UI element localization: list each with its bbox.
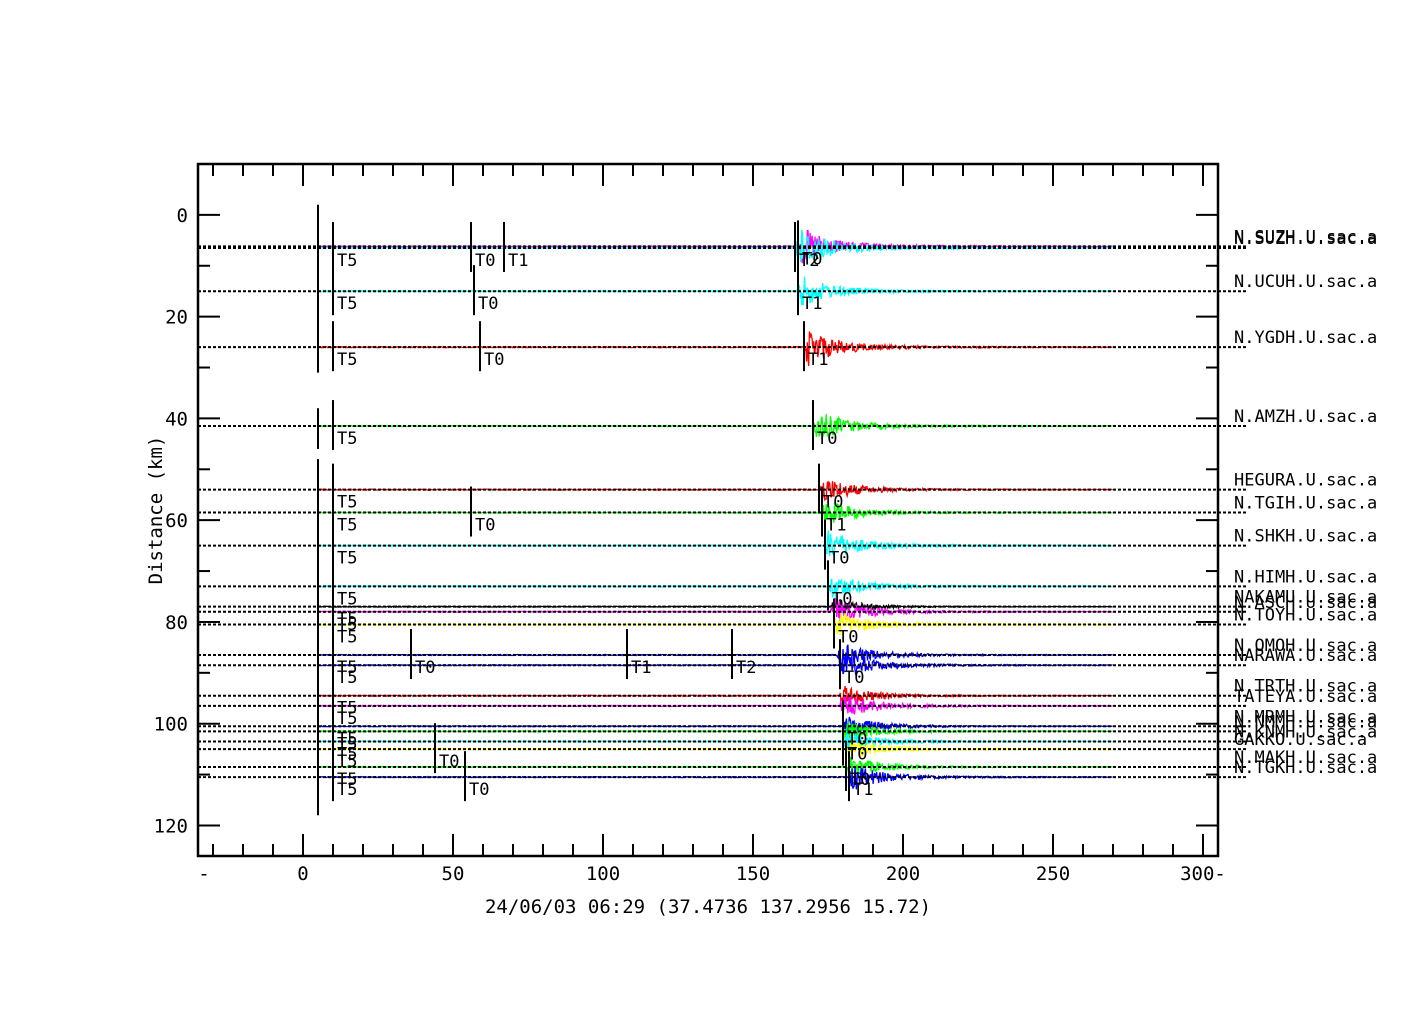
station-label: N.TOYH.U.sac.a [1234, 605, 1377, 625]
phase-marker-label: T0 [823, 493, 843, 513]
phase-marker-label: T5 [337, 610, 357, 630]
phase-marker-label: T0 [832, 589, 852, 609]
phase-marker-label: T0 [850, 770, 870, 790]
x-tick-label: 50 [442, 863, 465, 885]
phase-marker-label: T0 [829, 549, 849, 569]
x-tick-label: 0 [297, 863, 308, 885]
phase-marker-label: T5 [337, 627, 357, 647]
station-label: N.AMZH.U.sac.a [1234, 407, 1377, 427]
y-tick-label: 80 [165, 612, 188, 634]
y-tick-label: 40 [165, 408, 188, 430]
station-label: N.KNMH.U.sac.a [1234, 723, 1377, 743]
x-tick-label: - [198, 863, 209, 885]
station-label: NAKAMU.U.sac.a [1234, 588, 1377, 608]
phase-marker-label: T5 [337, 549, 357, 569]
station-label: GAKKO.U.sac.a [1234, 730, 1367, 750]
y-tick-label: 60 [165, 510, 188, 532]
y-tick-label: 120 [154, 815, 188, 837]
phase-marker-label: T5 [337, 699, 357, 719]
phase-marker-label: T1 [853, 780, 873, 800]
phase-marker-label: T5 [337, 770, 357, 790]
x-tick-label: 150 [736, 863, 770, 885]
station-label: N.MAKH.U.sac.a [1234, 748, 1377, 768]
x-axis-label: 24/06/03 06:29 (37.4736 137.2956 15.72) [485, 896, 931, 918]
x-tick-label: 100 [586, 863, 620, 885]
phase-marker-label: T1 [508, 251, 528, 271]
phase-marker-label: T2 [736, 658, 756, 678]
phase-marker-label: T5 [337, 429, 357, 449]
station-label: N.NMMH.U.sac.a [1234, 712, 1377, 732]
phase-marker-label: T0 [469, 780, 489, 800]
station-label: N.YGDH.U.sac.a [1234, 328, 1377, 348]
phase-marker-label: T0 [847, 745, 867, 765]
station-label: N.TGKH.U.sac.a [1234, 758, 1377, 778]
station-labels: N.SUZH.U.sac.aN.SUZH.U.sac.aN.UCUH.U.sac… [1234, 227, 1377, 778]
station-reference-lines [198, 245, 1248, 779]
station-label: N.ASCH.U.sac.a [1234, 593, 1377, 613]
phase-marker-label: T5 [337, 294, 357, 314]
phase-marker-label: T0 [475, 251, 495, 271]
x-tick-label: 300- [1180, 863, 1226, 885]
phase-marker-label: T0 [802, 249, 822, 269]
phase-marker-label: T0 [817, 429, 837, 449]
phase-marker-label: T5 [337, 615, 357, 635]
phase-marker-label: T2 [799, 251, 819, 271]
phase-marker-label: T1 [826, 516, 846, 536]
x-tick-label: 200 [886, 863, 920, 885]
phase-marker-label: T5 [337, 350, 357, 370]
phase-marker-label: T5 [337, 589, 357, 609]
phase-marker-label: T0 [439, 752, 459, 772]
phase-marker-label: T5 [337, 752, 357, 772]
station-label: N.SHKH.U.sac.a [1234, 527, 1377, 547]
axes-frame [196, 162, 1220, 858]
phase-marker-label: T5 [337, 668, 357, 688]
axis-ticks: 0 20 40 60 80 100 120 - 0 50 100 150 200 250 300- [154, 163, 1226, 885]
phase-marker-label: T0 [484, 350, 504, 370]
y-tick-label: 0 [177, 205, 188, 227]
phase-marker-label: T5 [337, 729, 357, 749]
phase-marker-label: T5 [337, 709, 357, 729]
station-label: N.HIMH.U.sac.a [1234, 567, 1377, 587]
station-label: N.OMOH.U.sac.a [1234, 636, 1377, 656]
phase-marker-label: T0 [844, 668, 864, 688]
phase-marker-label: T5 [337, 493, 357, 513]
phase-marker-label: T1 [631, 658, 651, 678]
station-label: HEGURA.U.sac.a [1234, 471, 1377, 491]
station-label: NARAWA.U.sac.a [1234, 646, 1377, 666]
phase-marker-label: T5 [337, 734, 357, 754]
y-tick-label: 100 [154, 714, 188, 736]
phase-marker-label: T5 [337, 251, 357, 271]
station-label: N.SUZH.U.sac.a [1234, 227, 1377, 247]
y-axis-label: Distance (km) [145, 436, 167, 585]
phase-marker-label: T5 [337, 516, 357, 536]
station-label: TATEYA.U.sac.a [1234, 687, 1377, 707]
phase-marker-label: T0 [847, 729, 867, 749]
phase-marker-label: T5 [337, 780, 357, 800]
station-label: N.TRTH.U.sac.a [1234, 677, 1377, 697]
y-tick-label: 20 [165, 307, 188, 329]
plot-frame [196, 162, 1220, 858]
station-label: N.UCUH.U.sac.a [1234, 272, 1377, 292]
station-label: N.TGIH.U.sac.a [1234, 494, 1377, 514]
phase-marker-label: T0 [478, 294, 498, 314]
phase-marker-label: T0 [475, 516, 495, 536]
station-label: N.MRMH.U.sac.a [1234, 707, 1377, 727]
phase-marker-label: T0 [415, 658, 435, 678]
phase-marker-label: T1 [808, 350, 828, 370]
phase-marker-label: T5 [337, 658, 357, 678]
station-label: N.SUZH.U.sac.a [1234, 229, 1377, 249]
x-tick-label: 250 [1036, 863, 1070, 885]
phase-marker-label: T1 [802, 294, 822, 314]
phase-marker-label: T5 [337, 745, 357, 765]
phase-marker-label: T0 [838, 627, 858, 647]
